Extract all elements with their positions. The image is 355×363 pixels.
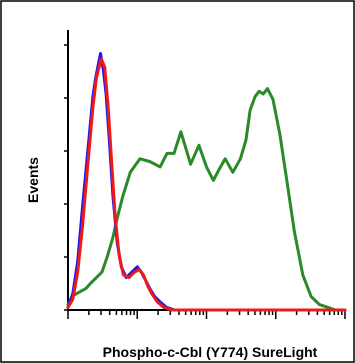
x-axis-label: Phospho-c-Cbl (Y774) SureLight (103, 344, 318, 360)
series-line-1 (66, 87, 347, 312)
series-layer (66, 52, 347, 312)
y-axis-label: Events (25, 157, 41, 203)
series-line-3 (66, 57, 347, 312)
